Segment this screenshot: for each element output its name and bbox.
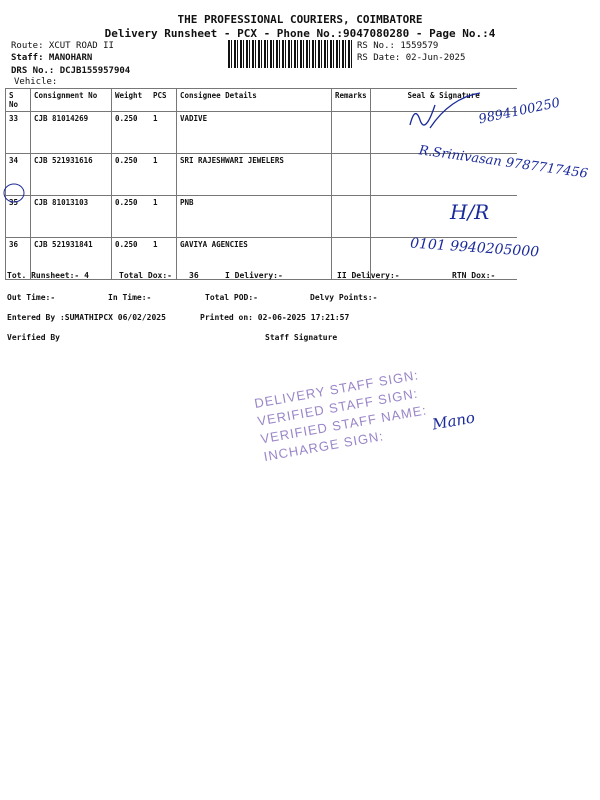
barcode — [228, 40, 352, 68]
circle-mark — [3, 183, 25, 203]
entered-by: Entered By :SUMATHIPCX 06/02/2025 — [7, 313, 166, 322]
signature-cell — [369, 195, 517, 238]
company-title: THE PROFESSIONAL COURIERS, COIMBATORE — [177, 13, 423, 26]
vehicle: Vehicle: — [14, 77, 58, 87]
i-delivery: I Delivery:- — [225, 271, 283, 280]
signature-scribble — [409, 92, 481, 129]
printed-on: Printed on: 02-06-2025 17:21:57 — [200, 313, 350, 322]
rs-date: RS Date: 02-Jun-2025 — [357, 53, 466, 63]
consignee: GAVIYA AGENCIES — [176, 237, 332, 280]
runsheet-subtitle: Delivery Runsheet - PCX - Phone No.:9047… — [104, 27, 496, 40]
handwriting-row-35: H/R — [450, 200, 490, 224]
route: Route: XCUT ROAD II — [11, 41, 114, 51]
staff: Staff: MANOHARN — [11, 53, 93, 63]
col-consignee: Consignee Details — [176, 88, 332, 112]
pcs: 1 — [150, 153, 177, 196]
in-time: In Time:- — [108, 293, 152, 302]
consignment-no: CJB 81013103 — [30, 195, 112, 238]
col-weight: Weight — [111, 88, 150, 112]
weight: 0.250 — [111, 111, 150, 154]
weight: 0.250 — [111, 237, 150, 280]
consignment-no: CJB 521931841 — [30, 237, 112, 280]
total-dox: Total Dox:- — [119, 271, 172, 280]
remarks — [331, 111, 371, 154]
consignment-table: S No Consignment No Weight PCS Consignee… — [5, 88, 517, 280]
table-header: S No Consignment No Weight PCS Consignee… — [5, 88, 517, 112]
table-row: 33 CJB 81014269 0.250 1 VADIVE — [5, 111, 517, 154]
total-pod: Total POD:- — [205, 293, 258, 302]
tot-runsheet: Tot. Runsheet:- 4 — [7, 271, 89, 280]
table-row: 34 CJB 521931616 0.250 1 SRI RAJESHWARI JEWE… — [5, 153, 517, 196]
total-dox-value: 36 — [189, 271, 199, 280]
col-sno: S No — [5, 88, 31, 112]
out-time: Out Time:- — [7, 293, 56, 302]
delvy-points: Delvy Points:- — [310, 293, 378, 302]
pcs: 1 — [150, 237, 177, 280]
weight: 0.250 — [111, 153, 150, 196]
signature-cell — [369, 153, 517, 196]
consignee: SRI RAJESHWARI JEWELERS — [176, 153, 332, 196]
signature-cell — [369, 111, 517, 154]
staff-signature: Staff Signature — [265, 333, 338, 342]
table-row: 35 CJB 81013103 0.250 1 PNB — [5, 195, 517, 238]
table-row: 36 CJB 521931841 0.250 1 GAVIYA AGENCIES — [5, 237, 517, 280]
rtn-dox: RTN Dox:- — [452, 271, 496, 280]
ii-delivery: II Delivery:- — [337, 271, 400, 280]
signature-cell — [369, 237, 517, 280]
rs-no: RS No.: 1559579 — [357, 41, 439, 51]
drs-no: DRS No.: DCJB155957904 — [11, 66, 131, 76]
pcs: 1 — [150, 195, 177, 238]
col-consignment: Consignment No — [30, 88, 112, 112]
verified-by: Verified By — [7, 333, 60, 342]
